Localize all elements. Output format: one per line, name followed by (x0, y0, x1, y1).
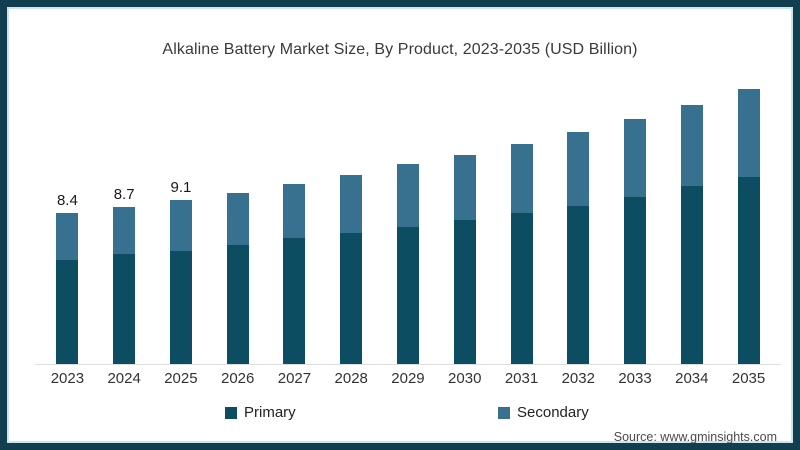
x-tick-label: 2034 (675, 370, 709, 387)
bar-stack (56, 212, 79, 364)
bar-segment-primary (283, 238, 306, 364)
bar-segment-primary (56, 259, 79, 364)
x-tick-label: 2033 (618, 370, 652, 387)
x-tick-label: 2023 (50, 370, 85, 387)
bar-segment-secondary (396, 164, 419, 228)
bar-segment-secondary (340, 175, 363, 233)
bar-stack (113, 207, 136, 364)
bar-segment-secondary (56, 212, 79, 260)
bar-column-2031 (493, 77, 550, 364)
x-tick-label: 2031 (504, 370, 539, 387)
bar-segment-secondary (283, 184, 306, 238)
bar-column-2029 (380, 77, 437, 364)
legend-label-secondary: Secondary (517, 404, 589, 421)
bar-segment-secondary (226, 193, 249, 246)
bar-segment-primary (624, 196, 647, 364)
bar-segment-primary (453, 220, 476, 364)
x-tick-label: 2028 (334, 370, 368, 387)
bar-column-2032 (550, 77, 607, 364)
bar-stack (567, 131, 590, 364)
bar-column-2026 (209, 77, 266, 364)
bar-value-label: 9.1 (170, 179, 192, 197)
bar-column-2030 (436, 77, 493, 364)
bar-stack (453, 155, 476, 364)
x-axis-ticks: 2023 2024 2025 2026 2027 2028 2029 2030 2031 2032… (39, 370, 777, 387)
bar-column-2035 (720, 77, 777, 364)
bar-segment-primary (340, 232, 363, 364)
bar-stack (624, 119, 647, 364)
bar-segment-primary (226, 245, 249, 364)
x-tick-label: 2026 (220, 370, 255, 387)
bar-stack (169, 200, 192, 364)
bar-segment-secondary (113, 207, 136, 255)
bar-stack (396, 164, 419, 364)
bar-column-2028 (323, 77, 380, 364)
bar-segment-secondary (680, 104, 703, 186)
bar-segment-secondary (510, 144, 533, 213)
bar-stack (226, 193, 249, 364)
bar-stack (737, 88, 760, 364)
x-tick-label: 2032 (561, 370, 595, 387)
x-axis-line (35, 364, 781, 365)
chart-legend: Primary Secondary (7, 404, 793, 424)
bar-segment-primary (113, 254, 136, 364)
source-attribution: Source: www.gminsights.com (613, 430, 777, 444)
x-tick-label: 2029 (391, 370, 425, 387)
legend-item-primary: Primary (225, 404, 296, 421)
bar-segment-secondary (453, 155, 476, 220)
bar-segment-secondary (567, 131, 590, 206)
bar-stack (680, 104, 703, 364)
bar-value-label: 8.7 (113, 186, 135, 204)
legend-swatch-primary-icon (225, 406, 237, 419)
bar-column-2023: 8.4 (39, 77, 96, 364)
bar-segment-primary (510, 212, 533, 364)
legend-label-primary: Primary (244, 404, 296, 421)
bar-segment-primary (737, 176, 760, 364)
bar-segment-primary (680, 185, 703, 364)
bar-column-2034 (663, 77, 720, 364)
bar-column-2025: 9.1 (153, 77, 210, 364)
bar-segment-secondary (624, 119, 647, 197)
bar-stack (510, 144, 533, 364)
bar-value-label: 8.4 (56, 191, 78, 209)
bar-segment-secondary (169, 200, 192, 251)
x-tick-label: 2025 (164, 370, 198, 387)
plot-area: 8.4 8.7 9.1 (39, 77, 777, 364)
bar-segment-primary (396, 227, 419, 364)
x-tick-label: 2027 (277, 370, 312, 387)
bar-column-2024: 8.7 (96, 77, 153, 364)
bar-segment-secondary (737, 88, 760, 177)
x-tick-label: 2024 (107, 370, 141, 387)
legend-swatch-secondary-icon (498, 406, 510, 419)
bar-column-2027 (266, 77, 323, 364)
x-tick-label: 2030 (448, 370, 482, 387)
bar-stack (340, 175, 363, 364)
chart-title: Alkaline Battery Market Size, By Product… (162, 41, 638, 58)
bar-stack (283, 184, 306, 364)
x-tick-label: 2035 (731, 370, 766, 387)
bar-segment-primary (169, 250, 192, 364)
bar-segment-primary (567, 205, 590, 364)
bar-column-2033 (607, 77, 664, 364)
legend-item-secondary: Secondary (498, 404, 589, 421)
